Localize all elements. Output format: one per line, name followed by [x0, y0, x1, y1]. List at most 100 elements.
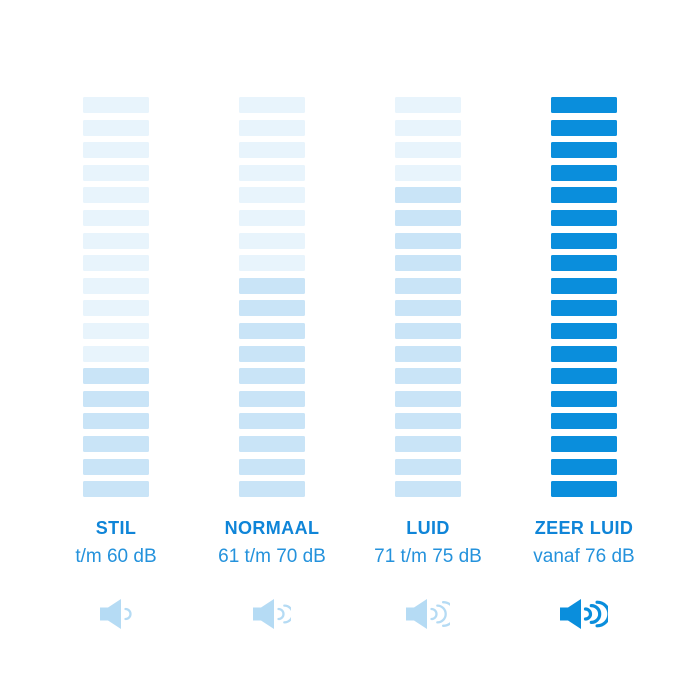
level-segment	[83, 97, 149, 113]
noise-level-column-stil: STIL t/m 60 dB	[38, 97, 194, 631]
level-segment	[551, 481, 617, 498]
sound-wave-arc	[277, 607, 285, 621]
level-segment	[395, 435, 461, 452]
level-segment	[239, 345, 305, 362]
level-segment	[395, 368, 461, 385]
speaker-volume-low-icon	[100, 597, 132, 631]
sound-wave-arc	[595, 600, 608, 628]
column-db-range: vanaf 76 dB	[533, 546, 635, 568]
level-segment	[83, 345, 149, 362]
noise-level-column-normaal: NORMAAL 61 t/m 70 dB	[194, 97, 350, 631]
level-segment	[239, 322, 305, 339]
level-segment	[83, 481, 149, 498]
level-segment	[395, 209, 461, 226]
level-segment	[239, 481, 305, 498]
speaker-glyph	[253, 599, 291, 630]
level-segment	[83, 413, 149, 430]
level-segment	[239, 255, 305, 272]
level-segment	[83, 119, 149, 136]
level-segment	[395, 345, 461, 362]
level-segment	[239, 368, 305, 385]
speaker-cone	[108, 599, 121, 630]
level-segment	[239, 277, 305, 294]
level-segment	[395, 390, 461, 407]
level-segment	[239, 413, 305, 430]
level-segment	[551, 300, 617, 317]
level-segment	[551, 255, 617, 272]
level-segment	[239, 119, 305, 136]
level-segment	[239, 164, 305, 181]
level-segment	[551, 435, 617, 452]
level-segment	[239, 232, 305, 249]
noise-level-column-zeer-luid: ZEER LUID vanaf 76 dB	[506, 97, 662, 631]
column-title: ZEER LUID	[534, 518, 634, 539]
level-segment	[551, 142, 617, 159]
level-segment-stack	[83, 97, 149, 498]
level-segment	[551, 368, 617, 385]
level-segment	[83, 255, 149, 272]
speaker-glyph	[100, 599, 132, 630]
level-segment	[395, 97, 461, 113]
speaker-driver	[100, 607, 109, 621]
columns-row: STIL t/m 60 dB NORMAAL 61 t/m 70 dB LUID…	[38, 97, 662, 631]
level-segment	[83, 142, 149, 159]
level-segment	[551, 390, 617, 407]
level-segment	[83, 277, 149, 294]
speaker-glyph	[406, 599, 450, 630]
level-segment	[83, 187, 149, 204]
level-segment	[83, 164, 149, 181]
level-segment	[239, 435, 305, 452]
speaker-volume-medium-icon	[253, 597, 291, 631]
level-segment	[239, 209, 305, 226]
level-segment	[551, 209, 617, 226]
level-segment	[395, 277, 461, 294]
level-segment	[551, 97, 617, 113]
level-segment	[83, 435, 149, 452]
level-segment	[551, 458, 617, 475]
sound-wave-arc	[283, 604, 291, 624]
speaker-driver	[560, 607, 569, 621]
sound-wave-arc	[441, 601, 450, 628]
speaker-cone	[414, 599, 427, 630]
sound-wave-arc	[430, 607, 438, 621]
speaker-cone	[261, 599, 274, 630]
level-segment	[239, 142, 305, 159]
level-segment	[551, 277, 617, 294]
level-segment	[83, 458, 149, 475]
level-segment	[395, 142, 461, 159]
level-segment	[83, 368, 149, 385]
column-title: LUID	[406, 518, 450, 539]
level-segment	[395, 322, 461, 339]
level-segment-stack	[551, 97, 617, 498]
level-segment	[239, 390, 305, 407]
level-segment	[239, 187, 305, 204]
sound-wave-arc	[124, 607, 132, 621]
speaker-driver	[406, 607, 415, 621]
column-db-range: 61 t/m 70 dB	[218, 546, 326, 568]
level-segment	[395, 187, 461, 204]
level-segment	[83, 232, 149, 249]
level-segment	[551, 322, 617, 339]
speaker-driver	[253, 607, 262, 621]
column-title: STIL	[95, 518, 137, 539]
speaker-cone	[568, 599, 581, 630]
level-segment	[239, 458, 305, 475]
level-segment-stack	[395, 97, 461, 498]
column-title: NORMAAL	[224, 518, 320, 539]
level-segment	[395, 481, 461, 498]
level-segment	[83, 300, 149, 317]
column-db-range: t/m 60 dB	[75, 546, 157, 568]
level-segment	[551, 345, 617, 362]
level-segment	[83, 390, 149, 407]
level-segment	[83, 322, 149, 339]
level-segment	[395, 413, 461, 430]
level-segment	[551, 232, 617, 249]
level-segment	[395, 458, 461, 475]
speaker-volume-high-icon	[406, 597, 450, 631]
level-segment	[395, 119, 461, 136]
level-segment	[239, 300, 305, 317]
sound-wave-arc	[589, 604, 602, 625]
level-segment	[551, 164, 617, 181]
level-segment	[83, 209, 149, 226]
